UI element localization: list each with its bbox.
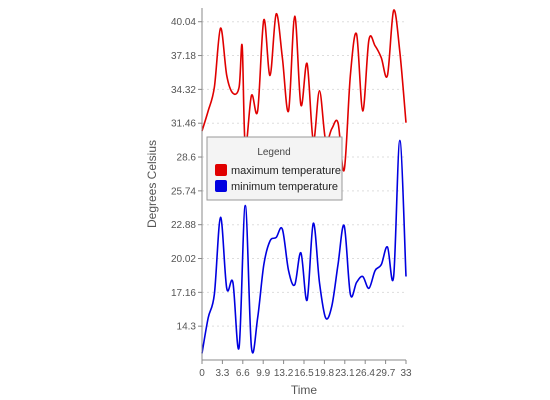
grid bbox=[202, 21, 406, 327]
y-tick-label: 20.02 bbox=[171, 254, 196, 265]
y-tick-label: 25.74 bbox=[171, 186, 196, 197]
x-tick-label: 19.8 bbox=[315, 368, 335, 379]
x-tick-label: 29.7 bbox=[376, 368, 396, 379]
x-tick-label: 16.5 bbox=[294, 368, 314, 379]
legend-box bbox=[206, 136, 343, 201]
x-tick-label: 6.6 bbox=[236, 368, 250, 379]
y-tick-labels: 14.3 17.16 20.02 22.88 25.74 28.6 31.46 34.32 37… bbox=[171, 17, 202, 333]
x-tick-label: 26.4 bbox=[355, 368, 375, 379]
legend-swatch-maximum bbox=[215, 164, 227, 176]
x-tick-label: 0 bbox=[199, 368, 205, 379]
legend: Legend maximum temperature minimum tempe… bbox=[206, 136, 343, 201]
y-tick-label: 34.32 bbox=[171, 85, 196, 96]
series-lines bbox=[201, 9, 407, 354]
x-tick-label: 23.1 bbox=[335, 368, 355, 379]
x-tick-label: 33 bbox=[400, 368, 412, 379]
y-tick-label: 14.3 bbox=[177, 322, 197, 333]
series-line-minimum bbox=[201, 139, 407, 354]
x-tick-label: 3.3 bbox=[215, 368, 229, 379]
legend-label-maximum: maximum temperature bbox=[231, 165, 341, 177]
y-tick-label: 22.88 bbox=[171, 220, 196, 231]
y-axis-title: Degrees Celsius bbox=[145, 140, 159, 228]
y-tick-label: 40.04 bbox=[171, 17, 196, 28]
x-tick-label: 13.2 bbox=[274, 368, 294, 379]
x-tick-label: 9.9 bbox=[256, 368, 270, 379]
series-line-maximum bbox=[201, 9, 407, 172]
y-tick-label: 28.6 bbox=[177, 153, 197, 164]
y-tick-label: 31.46 bbox=[171, 119, 196, 130]
legend-title: Legend bbox=[257, 147, 290, 158]
legend-swatch-minimum bbox=[215, 180, 227, 192]
y-tick-label: 17.16 bbox=[171, 288, 196, 299]
x-tick-labels: 0 3.3 6.6 9.9 13.2 16.5 19.8 23.1 26.4 29.7 33 bbox=[199, 360, 412, 379]
x-axis-title: Time bbox=[291, 383, 318, 397]
legend-label-minimum: minimum temperature bbox=[231, 181, 338, 193]
y-tick-label: 37.18 bbox=[171, 51, 196, 62]
